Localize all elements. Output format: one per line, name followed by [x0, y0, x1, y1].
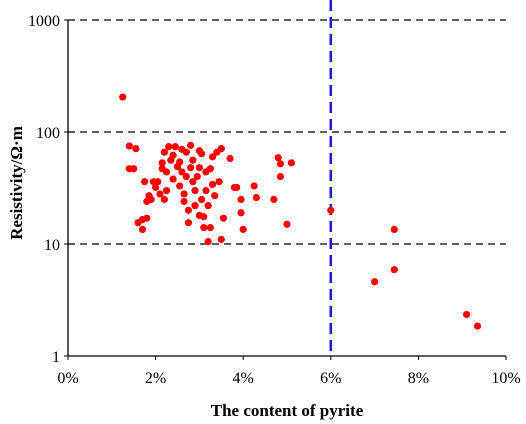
data-point — [160, 195, 168, 204]
data-point — [162, 186, 171, 195]
x-tick-label: 4% — [233, 370, 254, 387]
data-point — [141, 178, 149, 186]
plot-area-frame — [64, 19, 507, 360]
data-point — [152, 183, 160, 192]
y-tick-label: 1000 — [28, 13, 60, 30]
data-point — [162, 168, 171, 176]
x-tick-label: 10% — [491, 370, 520, 387]
data-point — [138, 225, 147, 234]
data-point — [233, 183, 241, 192]
data-point — [182, 172, 190, 181]
data-point — [171, 143, 179, 151]
data-point — [217, 235, 225, 243]
data-point — [200, 213, 208, 221]
data-point — [206, 165, 214, 173]
data-point — [276, 172, 285, 181]
data-point — [208, 153, 217, 161]
x-axis-tick-labels: 0% 2% 4% 6% 8% 10% — [57, 370, 520, 387]
data-point — [160, 148, 168, 156]
data-point — [206, 224, 214, 232]
data-point — [130, 165, 138, 173]
data-point — [143, 214, 151, 222]
data-point — [237, 195, 245, 204]
y-axis-tick-labels: 1 10 100 1000 — [28, 13, 60, 366]
data-point — [158, 159, 166, 167]
data-point — [276, 160, 285, 168]
data-point — [182, 148, 190, 156]
x-tick-label: 6% — [320, 370, 341, 387]
data-point — [178, 168, 186, 176]
data-point — [226, 154, 234, 163]
x-tick-label: 2% — [145, 370, 166, 387]
data-point — [165, 143, 173, 151]
data-point — [176, 158, 184, 166]
y-tick-label: 100 — [36, 125, 60, 142]
data-points — [119, 93, 482, 330]
data-point — [204, 202, 212, 210]
data-point — [239, 225, 247, 234]
data-point — [283, 220, 291, 228]
data-point — [184, 219, 193, 227]
data-point — [125, 142, 133, 150]
data-point — [189, 156, 197, 164]
data-point — [217, 145, 225, 153]
data-point — [132, 145, 140, 153]
data-point — [197, 150, 206, 158]
data-point — [184, 206, 193, 214]
y-tick-label: 10 — [44, 237, 60, 254]
data-point — [180, 190, 188, 198]
data-point — [156, 190, 164, 198]
data-point — [169, 175, 177, 183]
data-point — [219, 214, 228, 222]
data-point — [197, 195, 206, 204]
data-point — [191, 186, 199, 195]
data-point — [180, 197, 188, 206]
data-point — [371, 278, 379, 286]
data-point — [215, 178, 223, 186]
data-point — [287, 159, 295, 167]
data-point — [208, 180, 217, 189]
y-tick-label: 1 — [52, 349, 60, 366]
data-point — [327, 206, 335, 214]
data-point — [119, 93, 127, 101]
data-point — [473, 322, 482, 330]
data-point — [250, 182, 258, 190]
data-point — [462, 310, 471, 319]
data-point — [252, 193, 260, 202]
data-point — [274, 154, 282, 162]
data-point — [169, 151, 177, 159]
data-point — [211, 192, 219, 200]
data-point — [193, 172, 201, 181]
data-point — [200, 224, 208, 232]
data-point — [390, 266, 398, 274]
data-point — [154, 178, 162, 186]
data-point — [189, 178, 197, 186]
data-point — [187, 141, 195, 149]
data-point — [176, 182, 184, 190]
data-point — [147, 195, 155, 204]
data-point — [390, 225, 398, 234]
data-point — [204, 238, 212, 246]
data-point — [195, 164, 203, 172]
x-tick-label: 0% — [57, 370, 78, 387]
y-gridlines — [68, 19, 506, 245]
data-point — [191, 202, 199, 210]
x-tick-label: 8% — [408, 370, 429, 387]
data-point — [187, 164, 195, 172]
data-point — [237, 209, 245, 217]
data-point — [270, 195, 278, 204]
data-point — [202, 186, 210, 195]
x-axis-title: The content of pyrite — [211, 401, 364, 420]
y-axis-title: Resistivity/Ω·m — [7, 126, 26, 240]
